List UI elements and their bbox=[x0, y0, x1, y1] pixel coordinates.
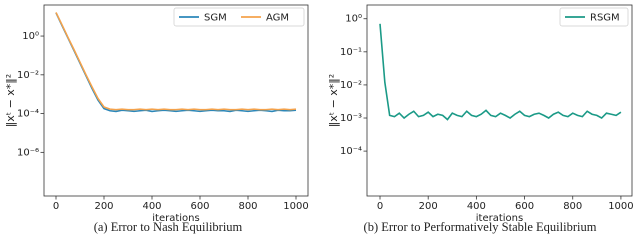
y-tick-label: 10⁻⁴ bbox=[340, 146, 362, 157]
plot-frame bbox=[43, 4, 309, 197]
x-tick-label: 0 bbox=[377, 201, 383, 212]
y-tick-label: 10⁻² bbox=[340, 80, 362, 91]
series-line bbox=[55, 12, 297, 113]
x-tick-label: 1000 bbox=[608, 201, 633, 212]
x-tick-label: 400 bbox=[467, 201, 486, 212]
x-axis-label: iterations bbox=[476, 213, 523, 224]
x-tick-label: 1000 bbox=[283, 201, 308, 212]
y-tick-label: 10⁻⁶ bbox=[17, 147, 39, 158]
legend-label: AGM bbox=[266, 13, 289, 24]
legend-label: SGM bbox=[204, 13, 227, 24]
legend-label: RSGM bbox=[590, 13, 620, 24]
caption: (a) Error to Nash Equilibrium bbox=[94, 220, 243, 234]
y-tick-label: 10⁰ bbox=[345, 14, 362, 25]
legend-box bbox=[559, 7, 629, 27]
y-tick-label: 10⁰ bbox=[22, 31, 39, 42]
y-tick-label: 10⁻⁴ bbox=[17, 109, 39, 120]
x-axis-label: iterations bbox=[152, 213, 199, 224]
x-tick-label: 400 bbox=[142, 201, 161, 212]
x-tick-label: 800 bbox=[563, 201, 582, 212]
plot-frame bbox=[366, 4, 633, 197]
caption: (b) Error to Performatively Stable Equil… bbox=[364, 220, 597, 234]
x-tick-label: 200 bbox=[419, 201, 438, 212]
legend-box bbox=[173, 7, 305, 27]
y-tick-label: 10⁻³ bbox=[340, 113, 362, 124]
y-axis-label: ‖xᵗ − x*‖² bbox=[327, 74, 340, 127]
x-tick-label: 600 bbox=[515, 201, 534, 212]
y-tick-label: 10⁻² bbox=[17, 70, 39, 81]
x-tick-label: 200 bbox=[94, 201, 113, 212]
y-tick-label: 10⁻¹ bbox=[340, 47, 362, 58]
x-tick-label: 0 bbox=[53, 201, 59, 212]
x-tick-label: 800 bbox=[238, 201, 257, 212]
series-line bbox=[55, 12, 297, 111]
y-axis-label: ‖xᵗ − x*‖² bbox=[4, 74, 17, 127]
series-line bbox=[379, 23, 622, 121]
x-tick-label: 600 bbox=[190, 201, 209, 212]
